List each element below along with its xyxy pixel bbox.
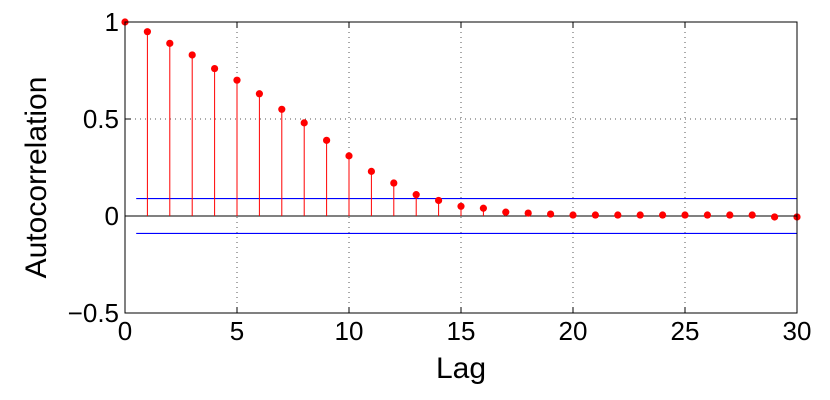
stem-marker [412,191,420,199]
y-axis-label: Autocorrelation [20,77,53,279]
stem-marker [188,51,196,59]
stem-marker [143,28,151,36]
stem-marker [771,213,779,221]
stem-marker [457,202,465,210]
y-tick-label: 0.5 [83,104,119,134]
stem-marker [300,119,308,127]
x-tick-label: 5 [230,316,244,346]
x-tick-label: 0 [118,316,132,346]
x-axis-tick-labels: 0 5 10 15 20 25 30 [118,316,812,346]
stem-marker [255,90,263,98]
stem-marker [479,204,487,212]
stem-marker [323,136,331,144]
stem-marker [211,64,219,73]
x-tick-label: 30 [783,316,812,346]
stem-marker [345,152,353,160]
stem-marker [748,211,756,219]
y-axis-tick-labels: −0.5 0 0.5 1 [68,7,119,328]
axis-ticks [124,21,798,314]
stem-marker [614,211,622,219]
stem-marker [547,210,555,218]
stem-marker [524,209,532,217]
x-tick-label: 20 [559,316,588,346]
x-tick-label: 10 [335,316,364,346]
stem-marker [502,208,510,216]
stem-marker [703,211,712,219]
y-tick-label: 1 [105,7,119,37]
stem-marker [278,105,286,113]
stem-marker [591,211,600,219]
stem-series [121,18,801,221]
x-tick-label: 15 [447,316,476,346]
confidence-bounds [136,197,797,235]
stem-marker [726,211,734,219]
stem-marker [233,76,241,84]
x-axis-label: Lag [436,352,486,385]
stem-marker [435,196,443,205]
stem-marker [636,211,644,219]
stem-marker [569,211,577,219]
stem-marker [166,39,174,47]
stem-marker [390,179,398,187]
grid-lines [125,22,797,313]
stem-marker [659,211,667,219]
stem-marker [681,211,689,219]
stem-marker [367,167,375,175]
y-tick-label: −0.5 [68,298,119,328]
x-tick-label: 25 [671,316,700,346]
y-tick-label: 0 [105,201,119,231]
